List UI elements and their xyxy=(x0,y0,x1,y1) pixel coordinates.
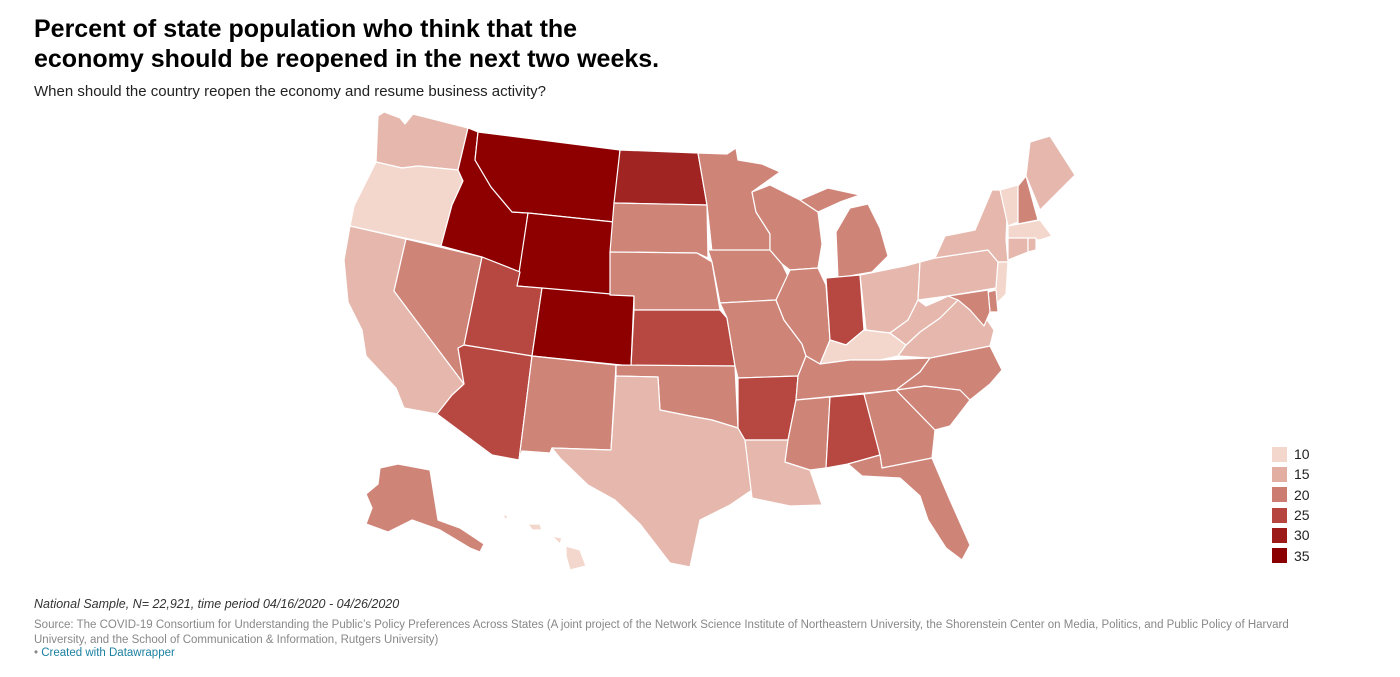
legend-item: 35 xyxy=(1272,545,1310,565)
state-AR[interactable] xyxy=(737,375,799,441)
state-KS[interactable] xyxy=(630,309,736,367)
state-HI[interactable] xyxy=(501,513,587,571)
legend-swatch xyxy=(1272,548,1287,564)
legend-item: 30 xyxy=(1272,525,1310,545)
state-FL[interactable] xyxy=(847,454,971,561)
sample-note: National Sample, N= 22,921, time period … xyxy=(34,597,400,611)
state-AK[interactable] xyxy=(365,463,485,553)
credit-line: • Created with Datawrapper xyxy=(34,647,175,659)
state-WA[interactable] xyxy=(375,111,469,171)
state-RI[interactable] xyxy=(1027,237,1037,253)
state-ND[interactable] xyxy=(613,149,708,206)
legend-swatch xyxy=(1272,487,1287,503)
credit-bullet: • xyxy=(34,647,39,659)
state-CT[interactable] xyxy=(1007,237,1029,261)
state-MA[interactable] xyxy=(1007,219,1053,241)
legend-swatch xyxy=(1272,466,1287,482)
state-ME[interactable] xyxy=(1025,135,1076,211)
chart-subtitle: When should the country reopen the econo… xyxy=(34,83,546,100)
state-TX[interactable] xyxy=(551,375,753,568)
chart-title: Percent of state population who think th… xyxy=(34,15,660,73)
legend-item: 25 xyxy=(1272,505,1310,525)
legend-swatch xyxy=(1272,446,1287,462)
legend-item: 15 xyxy=(1272,464,1310,484)
legend-swatch xyxy=(1272,507,1287,523)
color-legend: 10 15 20 25 30 35 xyxy=(1272,444,1310,566)
state-MD[interactable] xyxy=(947,289,991,327)
datawrapper-link[interactable]: Created with Datawrapper xyxy=(41,647,175,659)
legend-label: 10 xyxy=(1294,446,1310,463)
state-WY[interactable] xyxy=(516,212,615,296)
legend-item: 10 xyxy=(1272,444,1310,464)
legend-label: 20 xyxy=(1294,486,1310,503)
state-SD[interactable] xyxy=(609,202,709,259)
state-NY[interactable] xyxy=(934,189,1009,263)
source-text: Source: The COVID-19 Consortium for Unde… xyxy=(34,619,1289,646)
legend-label: 30 xyxy=(1294,527,1310,544)
legend-label: 25 xyxy=(1294,507,1310,524)
legend-label: 35 xyxy=(1294,547,1310,564)
legend-label: 15 xyxy=(1294,466,1310,483)
legend-swatch xyxy=(1272,527,1287,543)
us-choropleth-map xyxy=(343,111,1076,571)
state-CO[interactable] xyxy=(531,287,635,367)
legend-item: 20 xyxy=(1272,485,1310,505)
state-NM[interactable] xyxy=(518,355,617,461)
